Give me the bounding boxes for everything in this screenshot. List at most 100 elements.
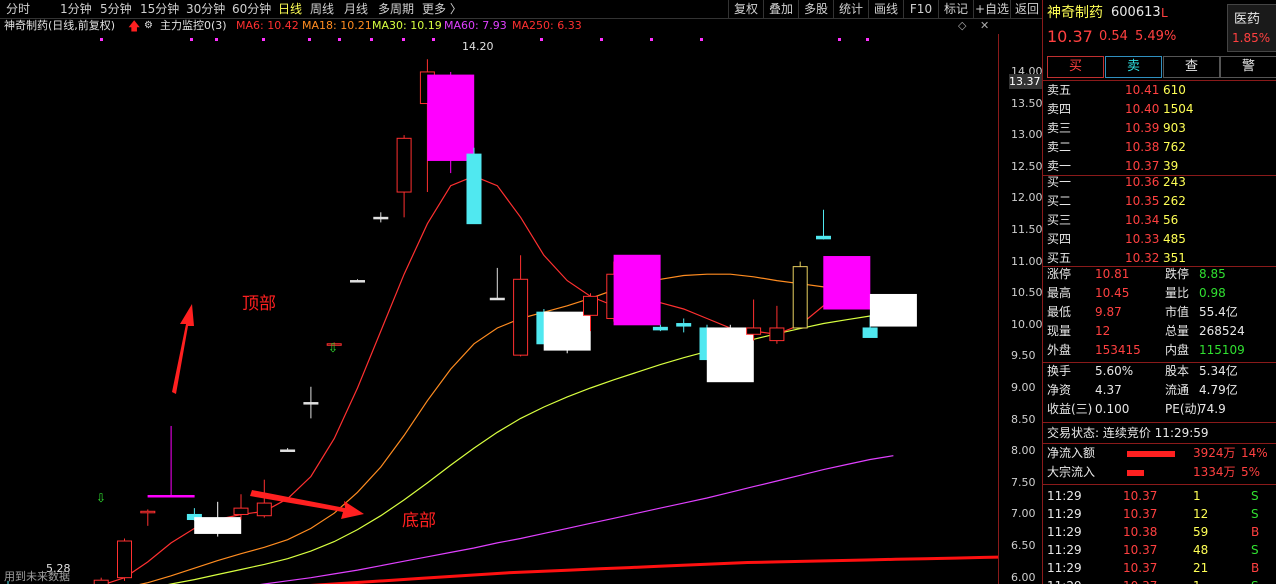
tick-side: S — [1251, 577, 1259, 584]
tick-row: 11:29 10.37 48 S — [1043, 541, 1276, 560]
buy-button[interactable]: 买 — [1047, 56, 1104, 78]
tool-f10[interactable]: F10 — [903, 0, 938, 18]
ask-row: 卖二 10.38 762 — [1043, 138, 1276, 157]
stat-label: 最低 — [1047, 305, 1072, 319]
ask-row: 卖三 10.39 903 — [1043, 119, 1276, 138]
period-tab-weekly[interactable]: 周线 — [310, 2, 335, 16]
kline-chart[interactable]: ⇩⇩ 14.20 5.28 用到未来数据 — [0, 34, 998, 584]
bid-price: 10.35 — [1125, 194, 1160, 208]
bid-row: 买五 10.32 351 — [1043, 249, 1276, 268]
bid-price: 10.36 — [1125, 175, 1160, 189]
stat-label: 换手 — [1047, 364, 1072, 378]
period-tab-1min[interactable]: 1分钟 — [60, 2, 92, 16]
candle-body — [816, 235, 831, 240]
ma30-value: MA30: 10.19 — [372, 19, 442, 32]
tool-stats[interactable]: 统计 — [833, 0, 868, 18]
candle-body — [256, 502, 272, 517]
stock-flag: L — [1161, 6, 1168, 20]
tick-price: 10.38 — [1123, 525, 1158, 539]
flow-pct: 14% — [1241, 446, 1268, 460]
signal-dots — [100, 38, 869, 41]
axis-tick: 10.50 — [1011, 286, 1043, 300]
tick-side: S — [1251, 507, 1259, 521]
stat-row: 外盘 153415 内盘 115109 — [1043, 341, 1276, 360]
tick-time: 11:29 — [1047, 561, 1082, 575]
period-tab-daily[interactable]: 日线 — [278, 2, 303, 16]
stock-code: 600613 — [1111, 5, 1161, 20]
tick-side: B — [1251, 561, 1260, 575]
signal-dot — [600, 38, 603, 41]
tick-row: 11:29 10.37 21 B — [1043, 559, 1276, 578]
indicator-label[interactable]: 主力监控0(3) — [160, 19, 227, 32]
tick-side: B — [1251, 525, 1260, 539]
signal-dot — [190, 38, 193, 41]
query-button[interactable]: 查 — [1163, 56, 1220, 78]
axis-tick: 10.00 — [1011, 317, 1043, 331]
quote-panel: 神奇制药 600613 L 医药 1.85% 10.37 0.54 5.49% … — [1042, 0, 1276, 584]
stat-row: 净资 4.37 流通 4.79亿 — [1043, 381, 1276, 400]
period-tab-15min[interactable]: 15分钟 — [140, 2, 180, 16]
top-toolbar: 分时 1分钟 5分钟 15分钟 30分钟 60分钟 日线 周线 月线 多周期 更… — [0, 0, 1042, 19]
period-tab-monthly[interactable]: 月线 — [344, 2, 369, 16]
stat-label: 最高 — [1047, 286, 1072, 300]
stat-label: 收益(三) — [1047, 402, 1093, 416]
stat-label: 涨停 — [1047, 267, 1072, 281]
candle-body — [396, 137, 412, 193]
stat-label: 市值 — [1165, 305, 1190, 319]
bid-volume: 351 — [1163, 251, 1186, 265]
axis-tick: 7.50 — [1011, 475, 1036, 489]
tool-mark[interactable]: 标记 — [938, 0, 973, 18]
tool-draw[interactable]: 画线 — [868, 0, 903, 18]
stat-value: 4.79亿 — [1199, 383, 1238, 397]
axis-tick: 9.00 — [1011, 381, 1036, 395]
sector-pct: 1.85% — [1232, 31, 1271, 45]
period-tab-60min[interactable]: 60分钟 — [232, 2, 272, 16]
tool-overlay[interactable]: 叠加 — [763, 0, 798, 18]
tool-fuquan[interactable]: 复权 — [728, 0, 763, 18]
tool-add-watchlist[interactable]: +自选 — [973, 0, 1010, 18]
bid-row: 买一 10.36 243 — [1043, 173, 1276, 192]
sell-button[interactable]: 卖 — [1105, 56, 1162, 78]
divider — [1043, 362, 1276, 363]
flow-bar — [1127, 470, 1144, 476]
signal-dot — [100, 38, 103, 41]
axis-tick: 8.00 — [1011, 444, 1036, 458]
divider — [1043, 175, 1276, 176]
ma6-value: MA6: 10.42 — [236, 19, 299, 32]
bottom-arrow — [250, 490, 364, 519]
sector-badge[interactable]: 医药 1.85% — [1227, 4, 1276, 52]
signal-dot — [838, 38, 841, 41]
diamond-icon[interactable]: ◇ — [958, 19, 967, 32]
stat-label: 流通 — [1165, 383, 1190, 397]
bid-row: 买四 10.33 485 — [1043, 230, 1276, 249]
bid-price: 10.32 — [1125, 251, 1160, 265]
axis-tick: 12.50 — [1011, 159, 1043, 173]
tick-price: 10.37 — [1123, 507, 1158, 521]
axis-tick: 6.00 — [1011, 570, 1036, 584]
period-tab-more[interactable]: 更多 〉 — [422, 2, 462, 16]
gear-icon[interactable]: ⚙ — [144, 20, 153, 31]
stat-value: 9.87 — [1095, 305, 1122, 319]
footer-label: 用到未来数据 — [4, 569, 70, 583]
period-tab-multi[interactable]: 多周期 — [378, 2, 415, 16]
period-tab-fenshi[interactable]: 分时 — [6, 2, 31, 16]
stat-value: 5.34亿 — [1199, 364, 1238, 378]
divider — [1043, 422, 1276, 423]
tick-row: 11:29 10.37 1 S — [1043, 487, 1276, 506]
divider — [1043, 484, 1276, 485]
bid-label: 买一 — [1047, 175, 1072, 189]
tool-multi-stock[interactable]: 多股 — [798, 0, 833, 18]
last-price: 10.37 — [1047, 27, 1093, 46]
tick-price: 10.37 — [1123, 489, 1158, 503]
period-tab-5min[interactable]: 5分钟 — [100, 2, 132, 16]
ask-price: 10.37 — [1125, 159, 1160, 173]
stat-value: 10.81 — [1095, 267, 1130, 281]
alert-button[interactable]: 警 — [1220, 56, 1276, 78]
flow-row: 大宗流入 1334万 5% — [1043, 463, 1276, 482]
tool-back[interactable]: 返回 — [1010, 0, 1043, 18]
signal-dot — [215, 38, 218, 41]
close-icon[interactable]: ✕ — [980, 19, 990, 32]
tick-time: 11:29 — [1047, 543, 1082, 557]
bid-row: 买三 10.34 56 — [1043, 211, 1276, 230]
period-tab-30min[interactable]: 30分钟 — [186, 2, 226, 16]
